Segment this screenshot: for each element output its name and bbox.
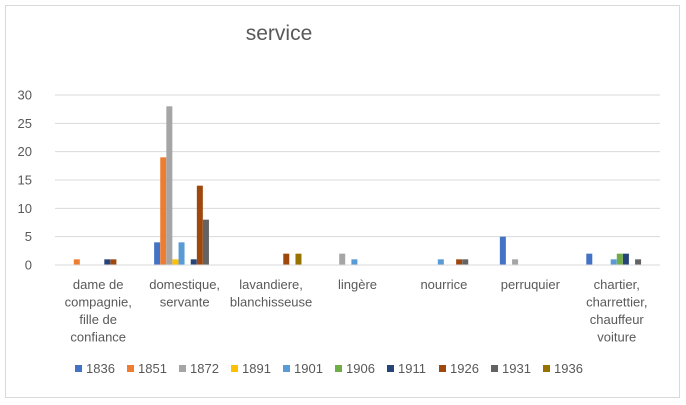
legend-swatch-1936 bbox=[543, 365, 550, 372]
bar-1836-cat5 bbox=[499, 236, 506, 265]
chart-frame bbox=[5, 5, 680, 398]
bar-1931-cat4 bbox=[462, 259, 469, 265]
legend-swatch-1891 bbox=[231, 365, 238, 372]
bar-1936-cat2 bbox=[295, 253, 302, 265]
bar-1872-cat1 bbox=[166, 106, 173, 265]
y-tick-label: 10 bbox=[18, 201, 32, 216]
x-category-label: dame de compagnie, fille de confiance bbox=[65, 277, 132, 345]
bar-1931-cat1 bbox=[202, 219, 209, 265]
legend-swatch-1911 bbox=[387, 365, 394, 372]
legend-swatch-1906 bbox=[335, 365, 342, 372]
bar-1906-cat6 bbox=[616, 253, 623, 265]
x-category-label: lingère bbox=[338, 277, 377, 292]
x-category-line: domestique, bbox=[149, 277, 220, 292]
legend-swatch-1901 bbox=[283, 365, 290, 372]
bar-1851-cat0 bbox=[73, 259, 80, 265]
bar-1901-cat4 bbox=[437, 259, 444, 265]
x-category-line: lingère bbox=[338, 277, 377, 292]
legend-label-1891: 1891 bbox=[242, 361, 271, 376]
x-category-label: chartier, charrettier, chauffeur voiture bbox=[586, 277, 647, 345]
bar-1901-cat6 bbox=[610, 259, 617, 265]
legend: 1836 1851 1872 1891 1901 1906 1911 1926 1931 1936 bbox=[75, 361, 583, 376]
legend-label-1901: 1901 bbox=[294, 361, 323, 376]
legend-swatch-1872 bbox=[179, 365, 186, 372]
x-category-label: lavandiere, blanchisseuse bbox=[230, 277, 312, 310]
bar-1872-cat5 bbox=[512, 259, 519, 265]
y-tick-label: 25 bbox=[18, 116, 32, 131]
x-category-label: domestique, servante bbox=[149, 277, 220, 310]
x-category-line: dame de bbox=[73, 277, 124, 292]
x-category-line: fille de bbox=[79, 312, 117, 327]
x-axis-categories: dame de compagnie, fille de confiance domest… bbox=[65, 277, 648, 345]
bar-1926-cat1 bbox=[196, 185, 203, 265]
legend-label-1851: 1851 bbox=[138, 361, 167, 376]
legend-label-1872: 1872 bbox=[190, 361, 219, 376]
x-category-label: nourrice bbox=[420, 277, 467, 292]
bar-1911-cat6 bbox=[622, 253, 629, 265]
bar-1891-cat1 bbox=[172, 259, 179, 265]
legend-label-1931: 1931 bbox=[502, 361, 531, 376]
x-category-line: servante bbox=[160, 295, 210, 310]
y-axis-ticks: 0 5 10 15 20 25 30 bbox=[18, 88, 32, 273]
y-tick-label: 5 bbox=[25, 229, 32, 244]
y-tick-label: 0 bbox=[25, 258, 32, 273]
chart-title: service bbox=[246, 22, 313, 45]
legend-label-1836: 1836 bbox=[86, 361, 115, 376]
y-tick-label: 20 bbox=[18, 144, 32, 159]
x-category-line: confiance bbox=[70, 330, 126, 345]
legend-label-1911: 1911 bbox=[398, 361, 426, 376]
bar-1931-cat6 bbox=[635, 259, 642, 265]
legend-swatch-1836 bbox=[75, 365, 82, 372]
legend-label-1906: 1906 bbox=[346, 361, 375, 376]
y-tick-label: 30 bbox=[18, 88, 32, 103]
bar-1901-cat1 bbox=[178, 242, 185, 265]
x-category-line: perruquier bbox=[501, 277, 561, 292]
gridlines bbox=[55, 94, 660, 238]
bar-1926-cat4 bbox=[456, 259, 463, 265]
legend-label-1926: 1926 bbox=[450, 361, 479, 376]
bar-1872-cat3 bbox=[339, 253, 346, 265]
bar-1901-cat3 bbox=[351, 259, 358, 265]
x-category-line: charrettier, bbox=[586, 295, 647, 310]
legend-swatch-1851 bbox=[127, 365, 134, 372]
x-category-line: blanchisseuse bbox=[230, 295, 312, 310]
x-category-line: chartier, bbox=[594, 277, 640, 292]
bar-1926-cat0 bbox=[110, 259, 117, 265]
x-category-line: compagnie, bbox=[65, 295, 132, 310]
bar-1911-cat1 bbox=[190, 259, 197, 265]
y-tick-label: 15 bbox=[18, 173, 32, 188]
bar-1911-cat0 bbox=[104, 259, 111, 265]
x-category-label: perruquier bbox=[501, 277, 561, 292]
x-category-line: lavandiere, bbox=[239, 277, 303, 292]
legend-swatch-1926 bbox=[439, 365, 446, 372]
legend-swatch-1931 bbox=[491, 365, 498, 372]
bar-1836-cat6 bbox=[586, 253, 593, 265]
x-category-line: nourrice bbox=[420, 277, 467, 292]
bar-1926-cat2 bbox=[283, 253, 290, 265]
bars bbox=[73, 106, 642, 265]
bar-1851-cat1 bbox=[160, 157, 167, 265]
x-category-line: chauffeur bbox=[590, 312, 645, 327]
bar-1836-cat1 bbox=[154, 242, 161, 265]
x-category-line: voiture bbox=[597, 330, 636, 345]
legend-label-1936: 1936 bbox=[554, 361, 583, 376]
